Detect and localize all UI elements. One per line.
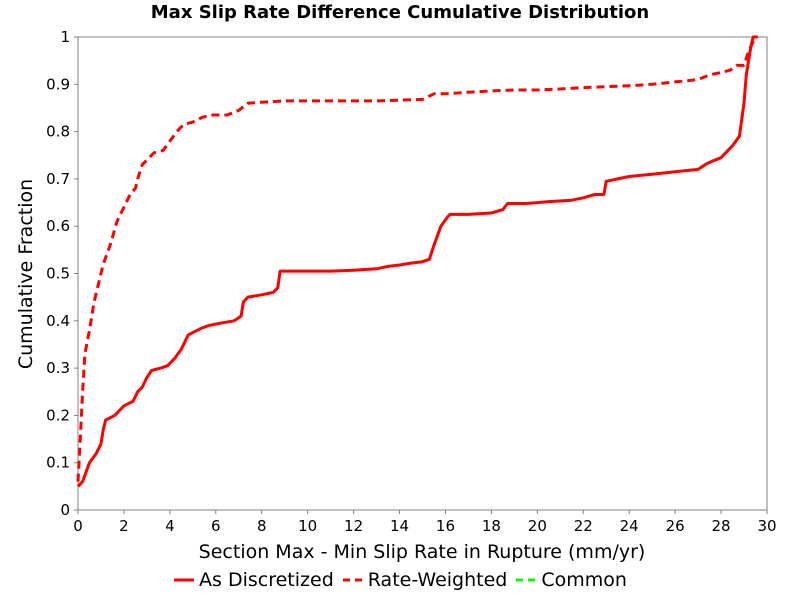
legend-label: As Discretized bbox=[199, 569, 334, 591]
y-tick-label: 0.4 bbox=[46, 312, 70, 330]
y-tick-label: 0 bbox=[60, 501, 70, 519]
x-tick-label: 2 bbox=[119, 517, 129, 535]
y-tick-label: 0.7 bbox=[46, 170, 70, 188]
legend-swatch-solid bbox=[174, 578, 195, 582]
legend-item-common: Common bbox=[515, 569, 627, 591]
plot-frame bbox=[77, 36, 768, 511]
y-tick-label: 0.3 bbox=[46, 359, 70, 377]
x-tick-label: 28 bbox=[712, 517, 731, 535]
x-tick-label: 26 bbox=[666, 517, 685, 535]
y-axis-label: Cumulative Fraction bbox=[15, 179, 37, 369]
y-tick-label: 0.2 bbox=[46, 406, 70, 424]
x-tick-label: 6 bbox=[211, 517, 221, 535]
x-tick-label: 18 bbox=[482, 517, 501, 535]
x-tick-label: 0 bbox=[73, 517, 83, 535]
legend-item-as-discretized: As Discretized bbox=[173, 569, 334, 591]
legend-item-rate-weighted: Rate-Weighted bbox=[342, 569, 508, 591]
x-tick-label: 12 bbox=[344, 517, 363, 535]
y-tick-label: 0.1 bbox=[46, 454, 70, 472]
y-tick-label: 0.8 bbox=[46, 123, 70, 141]
x-tick-label: 10 bbox=[298, 517, 317, 535]
legend-swatch-dashed bbox=[342, 578, 363, 582]
x-tick-label: 24 bbox=[620, 517, 639, 535]
x-tick-label: 14 bbox=[390, 517, 409, 535]
x-axis-label: Section Max - Min Slip Rate in Rupture (… bbox=[199, 541, 646, 563]
x-tick-label: 8 bbox=[257, 517, 267, 535]
legend-swatch-dashed-green bbox=[516, 578, 537, 582]
x-tick-label: 20 bbox=[528, 517, 547, 535]
plot-area: 0 2 4 6 8 10 12 14 16 18 20 22 24 26 28 3000.10.20.30.4… bbox=[46, 28, 776, 535]
x-tick-label: 4 bbox=[165, 517, 175, 535]
legend-label: Rate-Weighted bbox=[367, 569, 508, 591]
y-tick-label: 1 bbox=[60, 28, 70, 46]
y-tick-label: 0.5 bbox=[46, 265, 70, 283]
x-tick-label: 30 bbox=[757, 517, 776, 535]
x-tick-label: 16 bbox=[436, 517, 455, 535]
y-tick-label: 0.6 bbox=[46, 217, 70, 235]
series-line-as-discretized bbox=[76, 35, 758, 488]
chart-title: Max Slip Rate Difference Cumulative Dist… bbox=[150, 2, 650, 23]
y-tick-label: 0.9 bbox=[46, 75, 70, 93]
x-tick-label: 22 bbox=[574, 517, 593, 535]
legend-label: Common bbox=[541, 569, 627, 591]
legend: As Discretized Rate-Weighted Common bbox=[0, 569, 800, 591]
series-line-rate-weighted bbox=[76, 36, 757, 482]
